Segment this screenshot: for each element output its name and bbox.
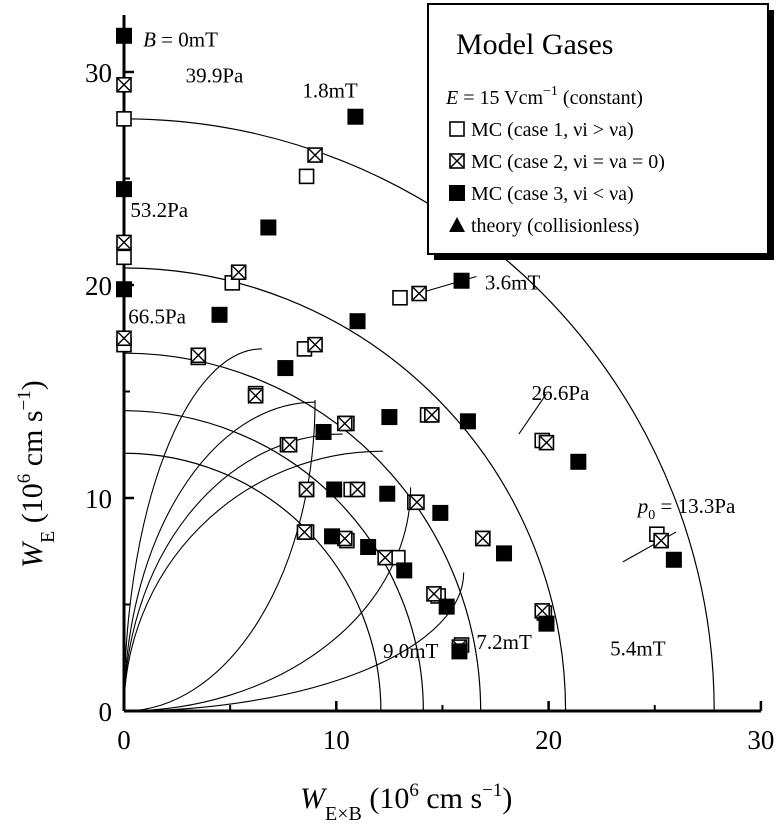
marker-filled-square-22	[538, 615, 555, 632]
marker-crossed-square-9	[281, 436, 298, 453]
y-tick-label-10: 10	[85, 484, 112, 514]
legend-marker-open-square	[449, 121, 465, 137]
marker-filled-square-16	[496, 545, 513, 562]
legend-label-0: MC (case 1, νi > νa)	[471, 119, 634, 141]
field-label-3: 5.4mT	[610, 637, 666, 661]
y-tick-label-0: 0	[99, 697, 113, 727]
marker-open-square-3	[116, 249, 132, 266]
marker-filled-square-4	[116, 281, 132, 298]
marker-filled-square-7	[277, 360, 294, 377]
pressure-label-1: 26.6Pa	[532, 381, 590, 405]
marker-filled-square-8	[453, 272, 470, 289]
marker-filled-square-12	[570, 453, 587, 470]
marker-crossed-square-10	[336, 415, 353, 432]
marker-filled-square-10	[381, 409, 398, 426]
x-tick-label-30: 30	[747, 725, 774, 755]
marker-filled-square-3	[260, 219, 277, 236]
marker-open-square-0	[116, 111, 132, 127]
marker-crossed-square-3	[230, 264, 247, 281]
pressure-label-3: 53.2Pa	[130, 198, 188, 222]
field-label-4: 7.2mT	[476, 630, 532, 654]
marker-filled-square-2	[116, 181, 132, 198]
x-tick-label-0: 0	[117, 725, 131, 755]
marker-filled-square-9	[315, 423, 332, 440]
marker-crossed-square-1	[307, 147, 323, 163]
legend-marker-filled-square	[449, 185, 465, 201]
curve-labels: B = 0mT 1.8mT 3.6mT 5.4mT 7.2mT 9.0mT 39.9Pa 53…	[128, 27, 736, 662]
marker-crossed-square-13	[298, 481, 315, 498]
x-tick-label-10: 10	[323, 725, 350, 755]
legend-marker-filled-triangle	[449, 217, 465, 232]
legend-label-3: theory (collisionless)	[471, 215, 639, 237]
marker-filled-square-15	[432, 504, 449, 521]
marker-filled-square-0	[116, 27, 132, 44]
marker-crossed-square-14	[349, 481, 366, 498]
field-label-5: 9.0mT	[383, 639, 439, 663]
marker-filled-square-6	[349, 313, 366, 330]
marker-crossed-square-20	[377, 549, 393, 566]
marker-crossed-square-2	[116, 234, 132, 251]
marker-filled-square-23	[451, 643, 468, 660]
legend-entries: MC (case 1, νi > νa) MC (case 2, νi = νa …	[449, 119, 665, 237]
field-label-2: 3.6mT	[485, 270, 541, 294]
marker-filled-square-20	[396, 562, 413, 579]
marker-crossed-square-5	[411, 285, 427, 302]
legend-condition: E = 15 Vcm−1 (constant)	[445, 84, 643, 109]
y-tick-label-20: 20	[85, 271, 112, 301]
legend: Model Gases E = 15 Vcm−1 (constant) MC (…	[427, 3, 774, 260]
marker-crossed-square-4	[307, 336, 323, 353]
y-tick-label-30: 30	[85, 58, 112, 88]
pressure-curve-2	[123, 352, 482, 712]
field-curve-0	[123, 400, 316, 712]
pressure-curve-0	[123, 118, 715, 712]
field-curve-1	[123, 487, 412, 712]
marker-crossed-square-18	[296, 524, 313, 540]
marker-filled-square-1	[347, 108, 364, 125]
marker-filled-square-13	[326, 481, 343, 498]
marker-open-square-1	[298, 168, 315, 185]
marker-filled-square-11	[459, 413, 476, 430]
marker-crossed-square-21	[426, 586, 442, 602]
field-curve-5	[123, 401, 316, 712]
marker-crossed-square-19	[336, 530, 353, 547]
marker-filled-square-18	[324, 528, 341, 545]
marker-crossed-square-11	[424, 407, 440, 423]
data-markers	[116, 27, 682, 660]
field-curve-extension-1	[518, 393, 547, 435]
legend-label-1: MC (case 2, νi = νa = 0)	[471, 151, 665, 173]
marker-filled-square-21	[438, 598, 455, 615]
pressure-curve-4	[123, 452, 382, 712]
legend-label-2: MC (case 3, νi < νa)	[471, 183, 634, 205]
marker-crossed-square-6	[116, 330, 132, 347]
pressure-label-0: p0 = 13.3Pa	[636, 494, 736, 523]
marker-filled-square-19	[360, 538, 377, 555]
marker-crossed-square-16	[474, 530, 491, 547]
legend-title: Model Gases	[456, 28, 613, 61]
marker-filled-square-14	[379, 485, 396, 502]
marker-crossed-square-7	[190, 347, 207, 364]
pressure-curve-3	[123, 410, 424, 712]
marker-filled-square-5	[211, 306, 228, 323]
field-label-1: 1.8mT	[302, 79, 358, 103]
marker-open-square-2	[392, 289, 408, 306]
marker-crossed-square-22	[534, 603, 551, 619]
marker-crossed-square-17	[653, 532, 669, 549]
field-curve-3	[123, 450, 384, 712]
x-tick-label-20: 20	[535, 725, 562, 755]
y-axis-title: WE (106 cm s−1)	[14, 380, 59, 568]
marker-crossed-square-8	[247, 387, 264, 404]
marker-crossed-square-0	[116, 76, 132, 93]
legend-marker-crossed-square	[449, 153, 465, 169]
marker-crossed-square-12	[538, 434, 555, 451]
field-label-0: B = 0mT	[143, 27, 218, 51]
pressure-label-2: 39.9Pa	[186, 64, 244, 88]
marker-filled-square-17	[665, 551, 682, 568]
axes: 0 10 20 30 0 10 20 30	[85, 15, 774, 755]
legend-box	[427, 3, 769, 255]
pressure-label-4: 66.5Pa	[128, 304, 186, 328]
x-axis-title: WE×B (106 cm s−1)	[300, 780, 512, 823]
field-curve-6	[123, 348, 262, 712]
marker-crossed-square-15	[409, 494, 425, 511]
